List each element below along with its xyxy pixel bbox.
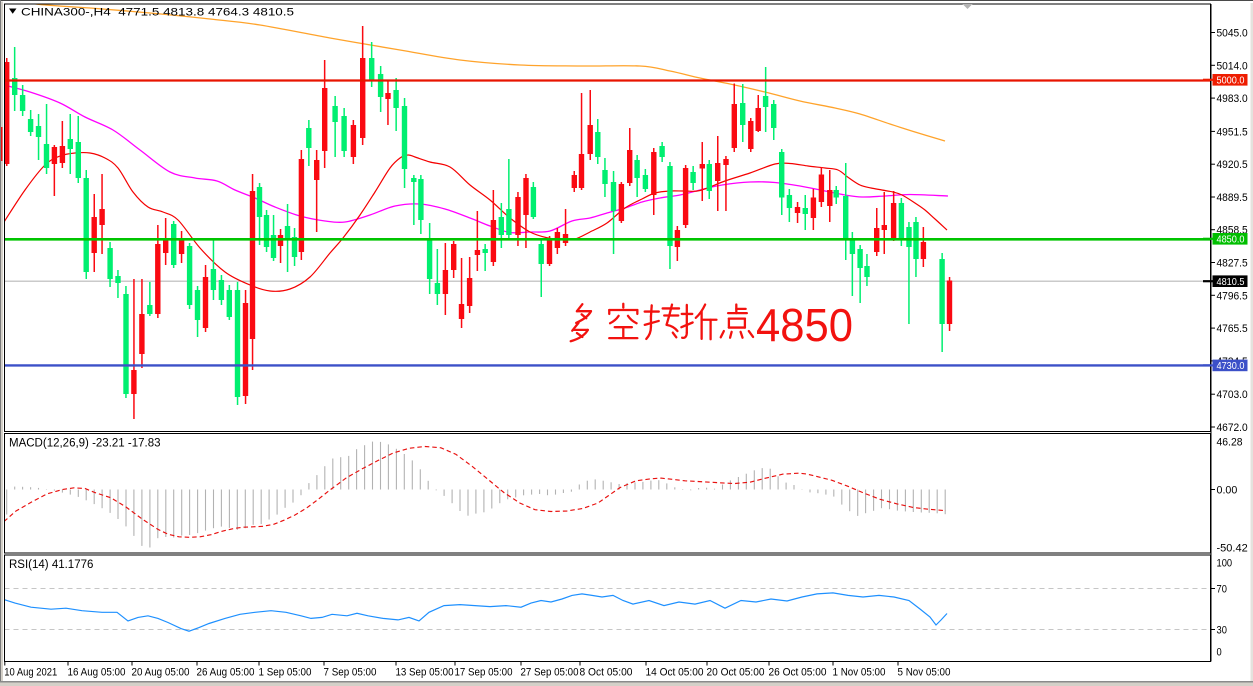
- svg-text:4983.0: 4983.0: [1217, 93, 1248, 105]
- svg-text:4850: 4850: [756, 299, 853, 351]
- svg-text:4730.0: 4730.0: [1217, 360, 1245, 372]
- svg-text:8 Oct 05:00: 8 Oct 05:00: [580, 667, 633, 679]
- svg-text:7 Sep 05:00: 7 Sep 05:00: [324, 667, 377, 679]
- svg-text:16 Aug 05:00: 16 Aug 05:00: [68, 667, 126, 679]
- svg-text:13 Sep 05:00: 13 Sep 05:00: [396, 667, 454, 679]
- svg-text:10 Aug 2021: 10 Aug 2021: [4, 667, 57, 679]
- svg-text:4951.5: 4951.5: [1217, 126, 1248, 138]
- svg-text:1 Nov 05:00: 1 Nov 05:00: [833, 667, 886, 679]
- svg-text:14 Oct 05:00: 14 Oct 05:00: [646, 667, 704, 679]
- svg-text:0.00: 0.00: [1217, 485, 1238, 497]
- svg-text:20 Oct 05:00: 20 Oct 05:00: [707, 667, 765, 679]
- svg-text:4796.5: 4796.5: [1217, 290, 1248, 302]
- svg-text:4672.0: 4672.0: [1217, 422, 1248, 434]
- svg-text:5045.0: 5045.0: [1217, 28, 1248, 40]
- svg-text:17 Sep 05:00: 17 Sep 05:00: [455, 667, 513, 679]
- svg-text:4889.5: 4889.5: [1217, 192, 1248, 204]
- svg-text:46.28: 46.28: [1217, 437, 1243, 449]
- svg-text:0: 0: [1217, 647, 1222, 659]
- svg-text:5000.0: 5000.0: [1217, 75, 1245, 87]
- svg-text:4703.0: 4703.0: [1217, 389, 1248, 401]
- svg-text:30: 30: [1217, 625, 1227, 637]
- svg-text:5 Nov 05:00: 5 Nov 05:00: [898, 667, 951, 679]
- svg-text:CHINA300-,H4 4771.5 4813.8 47: CHINA300-,H4 4771.5 4813.8 4764.3 4810.5: [21, 7, 294, 19]
- svg-text:4765.5: 4765.5: [1217, 323, 1248, 335]
- svg-text:100: 100: [1217, 558, 1233, 570]
- svg-text:RSI(14) 41.1776: RSI(14) 41.1776: [9, 559, 93, 571]
- svg-text:27 Sep 05:00: 27 Sep 05:00: [521, 667, 579, 679]
- svg-text:5014.0: 5014.0: [1217, 60, 1248, 72]
- svg-text:4920.5: 4920.5: [1217, 159, 1248, 171]
- svg-text:4827.5: 4827.5: [1217, 258, 1248, 270]
- svg-text:26 Aug 05:00: 26 Aug 05:00: [197, 667, 255, 679]
- svg-text:4810.5: 4810.5: [1217, 276, 1245, 288]
- svg-text:4850.0: 4850.0: [1217, 234, 1245, 246]
- svg-text:70: 70: [1217, 584, 1227, 596]
- svg-text:-50.42: -50.42: [1217, 543, 1248, 555]
- svg-text:26 Oct 05:00: 26 Oct 05:00: [769, 667, 827, 679]
- svg-text:20 Aug 05:00: 20 Aug 05:00: [132, 667, 190, 679]
- svg-text:1 Sep 05:00: 1 Sep 05:00: [259, 667, 312, 679]
- svg-text:MACD(12,26,9) -23.21 -17.83: MACD(12,26,9) -23.21 -17.83: [9, 438, 161, 450]
